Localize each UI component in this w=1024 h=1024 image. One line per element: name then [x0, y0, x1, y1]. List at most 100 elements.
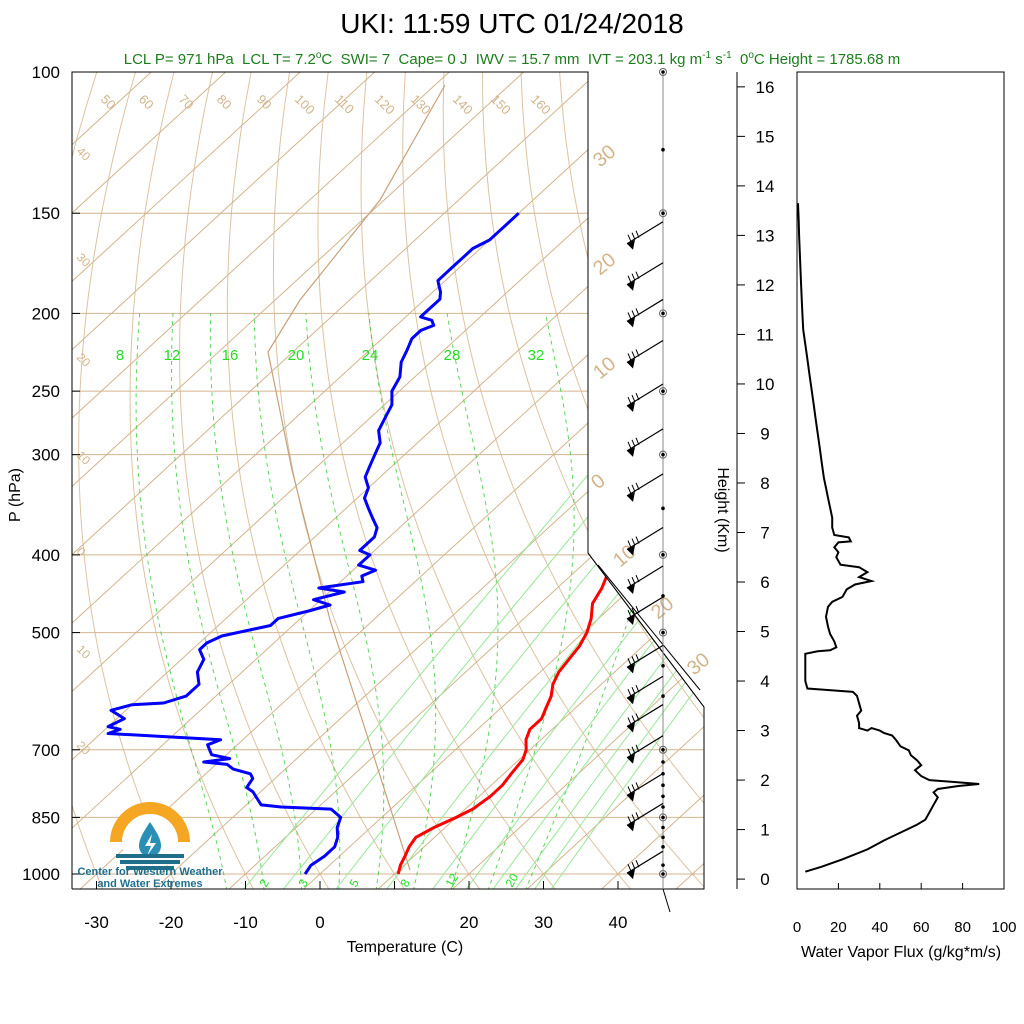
y-tick-label: 1000: [22, 865, 60, 884]
height-tick-label: 7: [760, 523, 769, 542]
wind-barb-feather: [635, 812, 640, 820]
isotherm-line: [72, 72, 704, 889]
wind-barb-staff: [626, 735, 664, 759]
lcl-pressure: LCL P= 971 hPa: [123, 51, 234, 68]
theta-label: 50: [98, 92, 119, 113]
mixing-ratio-label: 32: [528, 347, 545, 364]
wind-barb-flag: [627, 358, 635, 369]
wind-barb-staff: [626, 262, 664, 286]
dewpoint-profile: [106, 212, 520, 875]
height-tick-label: 6: [760, 573, 769, 592]
wind-barb-feather: [631, 784, 636, 792]
wind-barb-staff: [626, 850, 664, 874]
wind-level-dot: [661, 70, 665, 74]
mixing-ratio-label: 20: [288, 347, 305, 364]
wind-barb-feather: [631, 746, 636, 754]
wind-barb-feather: [631, 715, 636, 723]
wind-barb-feather: [631, 439, 636, 448]
wind-barb-feather: [627, 441, 632, 450]
wind-barb-staff: [626, 802, 664, 826]
isotherm-line: [72, 72, 246, 889]
dry-adiabat-line: [945, 72, 1024, 891]
wind-barb-feather: [635, 437, 640, 446]
height-tick-label: 8: [760, 474, 769, 493]
wind-barb-feather: [631, 310, 636, 318]
isotherm-line: [72, 72, 693, 889]
frame-slant: [587, 552, 705, 708]
wind-staff-tail: [662, 888, 671, 913]
wind-barb-staff: [626, 339, 664, 363]
x-tick-label: 40: [609, 913, 628, 932]
wind-barb-feather: [631, 232, 636, 240]
x-tick-label: 0: [315, 913, 324, 932]
wind-level-dot: [661, 311, 665, 316]
wind-level-dot: [661, 872, 665, 876]
wind-level-circle: [659, 387, 667, 396]
wind-barb-feather: [635, 782, 640, 790]
wind-barb-staff: [626, 473, 664, 497]
theta-label: 60: [136, 92, 157, 113]
mixing-ratio-line: [513, 390, 704, 889]
y-tick-label: 200: [32, 304, 60, 323]
mixing-ratio-label: 12: [164, 347, 181, 364]
x-tick-label: -30: [84, 913, 109, 932]
wind-barb-staff: [626, 298, 664, 322]
isotherm-line: [301, 72, 704, 889]
moist-adiabat-line: [305, 313, 385, 889]
wind-barb-feather: [627, 234, 632, 242]
height-tick-label: 11: [756, 325, 774, 344]
mixing-ratio-line: [464, 390, 704, 889]
x-tick-label: 20: [460, 913, 479, 932]
wind-barb-feather: [631, 576, 636, 585]
wind-level-dot: [661, 211, 665, 216]
wind-barb-staff: [626, 596, 664, 620]
wind-barb-flag: [627, 402, 635, 413]
isotherm-line: [72, 72, 320, 889]
height-tick-label: 9: [760, 424, 769, 443]
ivt-value: IVT = 203.1 kg m: [587, 51, 703, 68]
logo-wave-3: [126, 866, 174, 870]
theta-label: 140: [450, 92, 476, 118]
wind-barb-feather: [631, 351, 636, 359]
moist-adiabat-label: 20: [502, 871, 521, 890]
moist-adiabat-line: [446, 313, 499, 889]
isotherm-label-right: 30: [589, 141, 620, 172]
wind-barb-feather: [627, 786, 632, 794]
moist-adiabat-label: 3: [295, 876, 311, 889]
dry-adiabat-line: [179, 72, 331, 889]
wind-level-dot: [661, 506, 665, 511]
wind-barb-feather: [627, 578, 632, 587]
mixing-ratio-label: 8: [116, 347, 124, 364]
wind-level-dot: [661, 783, 665, 788]
dry-adiabat-line: [752, 72, 1024, 891]
wind-level-dot: [661, 594, 665, 598]
height-tick-label: 15: [756, 127, 775, 146]
wind-barb-staff: [626, 221, 664, 245]
flux-x-tick-label: 80: [954, 919, 971, 936]
wind-barb-flag: [627, 722, 635, 733]
dry-adiabat-line: [636, 72, 704, 889]
flux-x-tick-label: 60: [913, 919, 930, 936]
moist-adiabat-line: [171, 313, 265, 889]
wind-barb-feather: [635, 744, 640, 752]
dry-adiabat-line: [72, 72, 104, 889]
wind-barb-feather: [627, 275, 632, 283]
theta-label: 120: [372, 92, 398, 118]
wind-level-circle: [659, 209, 667, 218]
zero-degree-height: C Height = 1785.68 m: [753, 51, 901, 68]
height-tick-label: 1: [760, 821, 769, 840]
wind-barb-flag: [627, 615, 635, 626]
wind-barb-feather: [627, 717, 632, 725]
wind-barb-feather: [627, 689, 632, 697]
wind-level-dot: [661, 835, 665, 840]
theta-label: 70: [176, 92, 197, 113]
isotherm-line: [72, 72, 395, 889]
isotherm-line: [450, 72, 704, 889]
wind-level-dot: [661, 805, 665, 809]
wind-barb-flag: [627, 446, 635, 457]
chart-title: UKI: 11:59 UTC 01/24/2018: [340, 8, 684, 39]
wind-barb-feather: [635, 713, 640, 721]
moist-adiabat-line: [135, 313, 228, 889]
mixing-ratio-line: [532, 390, 704, 889]
